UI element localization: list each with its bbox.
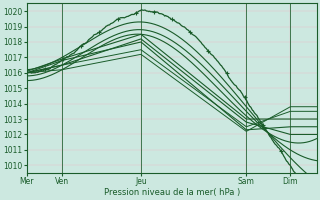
X-axis label: Pression niveau de la mer( hPa ): Pression niveau de la mer( hPa ) <box>104 188 240 197</box>
